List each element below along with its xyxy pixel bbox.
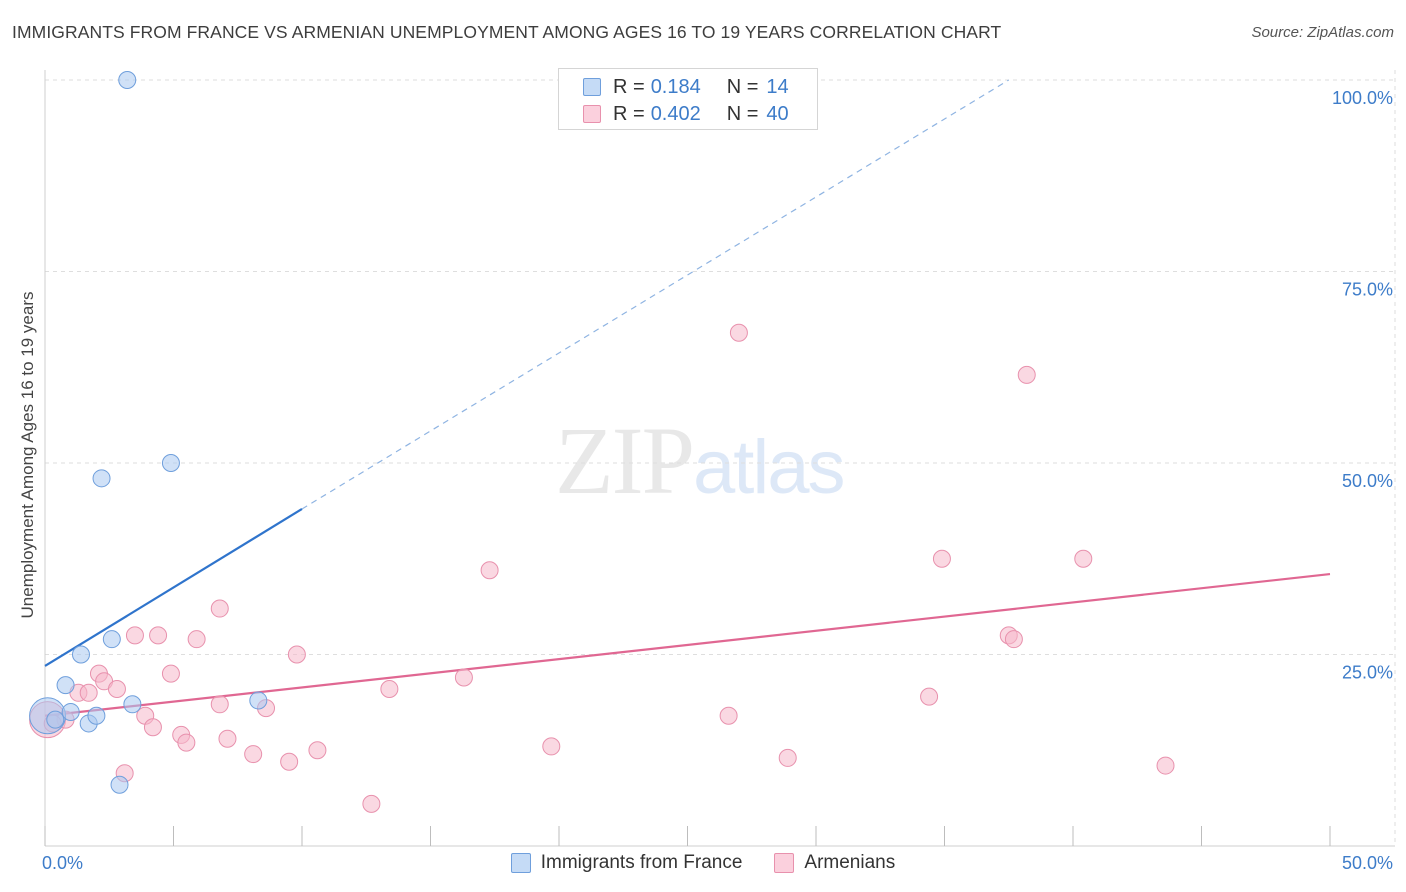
france-n-value: 14 — [766, 75, 789, 98]
france-r-label: R = — [613, 75, 645, 98]
tick-labels: 25.0% 50.0% 75.0% 100.0% 0.0% 50.0% — [42, 88, 1393, 873]
armenians-legend-swatch — [774, 853, 795, 873]
france-r-value: 0.184 — [650, 75, 701, 98]
armenians-point — [187, 630, 206, 649]
armenians-point — [380, 679, 399, 698]
armenians-point — [161, 664, 180, 683]
armenians-point — [778, 748, 797, 767]
grid-lines — [45, 70, 1396, 846]
armenians-point — [454, 668, 473, 687]
france-point — [123, 695, 142, 714]
armenians-swatch — [583, 105, 601, 123]
france-n-label: N = — [726, 75, 759, 98]
france-point — [102, 630, 121, 649]
france-legend-swatch — [510, 853, 531, 873]
armenians-n-value: 40 — [766, 102, 789, 125]
france-legend-label: Immigrants from France — [540, 852, 743, 873]
armenians-point — [719, 706, 738, 725]
armenians-point — [542, 737, 561, 756]
armenians-point — [280, 752, 299, 771]
france-point — [56, 676, 75, 695]
armenians-point — [362, 794, 381, 813]
y-tick-label: 75.0% — [1342, 280, 1393, 300]
armenians-point — [920, 687, 939, 706]
france-point — [87, 706, 106, 725]
armenians-point — [143, 718, 162, 737]
armenians-point — [244, 745, 263, 764]
y-tick-label: 25.0% — [1342, 663, 1393, 683]
france-point — [61, 702, 80, 721]
y-tick-label: 100.0% — [1332, 88, 1393, 108]
armenians-point — [107, 679, 126, 698]
armenians-point — [1004, 630, 1023, 649]
y-axis-label: Unemployment Among Ages 16 to 19 years — [18, 291, 37, 619]
armenians-point — [1074, 549, 1093, 568]
legend-item-france: Immigrants from France — [510, 852, 743, 874]
armenians-point — [1017, 365, 1036, 384]
data-points — [29, 71, 1175, 813]
legend-item-armenians: Armenians — [774, 852, 895, 874]
correlation-legend: R = 0.184 N = 14 R = 0.402 N = 40 — [558, 68, 818, 130]
armenians-point — [932, 549, 951, 568]
france-point — [118, 71, 137, 89]
armenians-point — [287, 645, 306, 664]
france-point — [110, 775, 129, 794]
source-label: Source: ZipAtlas.com — [1251, 24, 1394, 41]
axes — [44, 70, 1395, 847]
armenians-point — [125, 626, 144, 645]
x-tick-label: 0.0% — [42, 853, 83, 873]
armenians-point — [218, 729, 237, 748]
france-point — [249, 691, 268, 710]
watermark: ZIPatlas — [555, 405, 846, 516]
x-tick-label: 50.0% — [1342, 853, 1393, 873]
armenians-point — [308, 741, 327, 760]
watermark-atlas: atlas — [693, 425, 846, 510]
y-tick-label: 50.0% — [1342, 471, 1393, 491]
series-legend: Immigrants from France Armenians — [0, 852, 1406, 874]
armenians-point — [210, 599, 229, 618]
armenians-trend-line — [44, 572, 1331, 717]
trend-lines — [44, 79, 1331, 717]
france-point — [92, 469, 111, 488]
armenians-point — [480, 561, 499, 580]
armenians-n-label: N = — [726, 102, 759, 125]
france-point — [71, 645, 90, 664]
armenians-point — [729, 323, 748, 342]
armenians-point — [177, 733, 196, 752]
legend-row-france: R = 0.184 N = 14 — [583, 74, 789, 100]
armenians-point — [149, 626, 168, 645]
armenians-r-label: R = — [613, 102, 645, 125]
france-swatch — [583, 78, 601, 96]
france-point — [161, 454, 180, 472]
armenians-point — [1156, 756, 1175, 775]
france-point — [46, 710, 65, 729]
watermark-zip: ZIP — [555, 407, 695, 514]
armenians-point — [79, 683, 98, 702]
france-trend-line — [44, 508, 303, 667]
legend-row-armenians: R = 0.402 N = 40 — [583, 101, 789, 127]
france-trend-extension — [301, 79, 1010, 510]
armenians-point — [210, 695, 229, 714]
chart-title: IMMIGRANTS FROM FRANCE VS ARMENIAN UNEMP… — [12, 22, 1002, 42]
armenians-r-value: 0.402 — [650, 102, 701, 125]
armenians-legend-label: Armenians — [804, 852, 896, 873]
